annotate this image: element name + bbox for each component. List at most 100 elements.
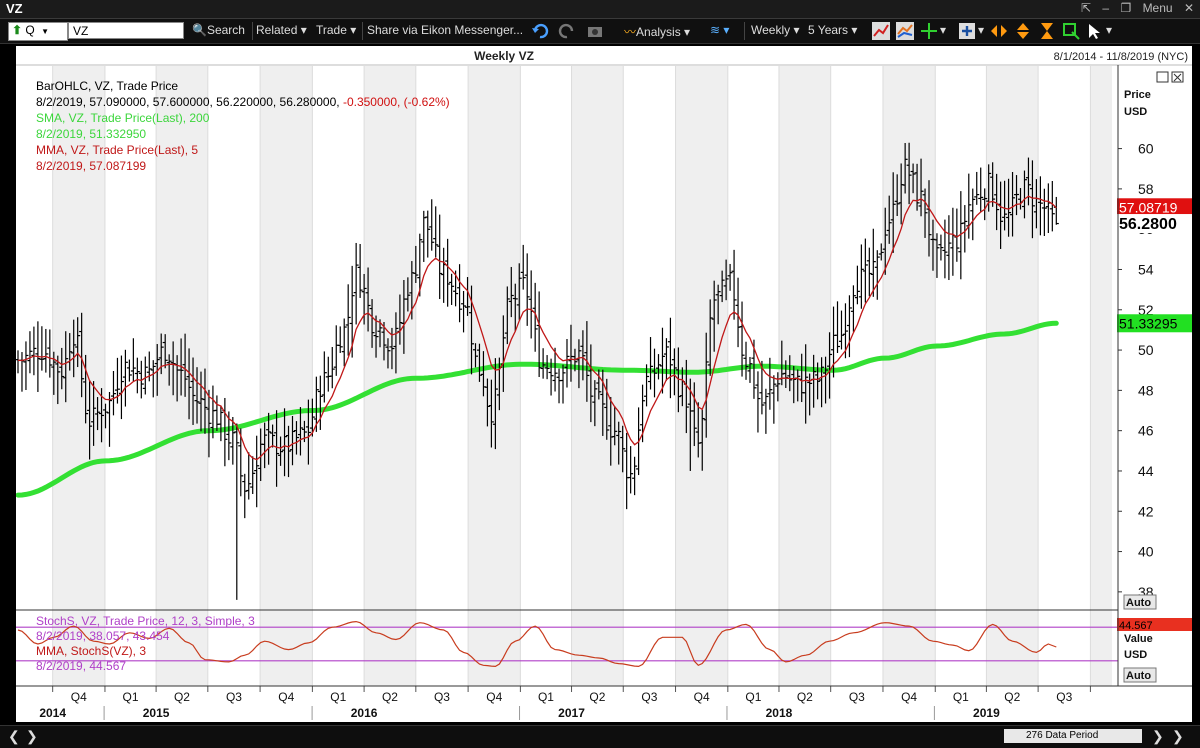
- search-button[interactable]: 🔍Search: [192, 23, 245, 37]
- legend-line: SMA, VZ, Trade Price(Last), 200: [36, 111, 210, 125]
- pointer-icon[interactable]: [1086, 22, 1104, 40]
- quarter-label: Q3: [434, 690, 450, 704]
- menu-button[interactable]: Menu: [1142, 1, 1173, 15]
- scroll-back-fast-icon[interactable]: ❯: [26, 728, 38, 744]
- time-scroll-bar[interactable]: ❮ ❯ 276 Data Period ❯ ❯: [0, 725, 1200, 748]
- legend-line: MMA, StochS(VZ), 3: [36, 644, 146, 658]
- chart-title: Weekly VZ: [474, 49, 534, 63]
- quarter-band: [986, 66, 1039, 686]
- quarter-band: [260, 66, 313, 686]
- quarter-label: Q4: [694, 690, 710, 704]
- quarter-label: Q3: [226, 690, 242, 704]
- compare-chart-icon[interactable]: [896, 22, 914, 40]
- scroll-left-right-icon[interactable]: [990, 22, 1008, 40]
- quarter-band: [675, 66, 728, 686]
- symbol-input[interactable]: VZ: [68, 22, 184, 39]
- minimize-icon[interactable]: –: [1102, 1, 1110, 15]
- pane-controls: [1156, 71, 1184, 83]
- year-label: 2017: [558, 706, 585, 720]
- year-label: 2014: [39, 706, 66, 720]
- quarter-label: Q4: [278, 690, 294, 704]
- camera-icon[interactable]: [586, 22, 604, 40]
- add-pane-icon[interactable]: [958, 22, 976, 40]
- stoch-auto-button[interactable]: [1123, 667, 1157, 683]
- year-label: 2019: [973, 706, 1000, 720]
- toolbar-divider: [362, 22, 363, 40]
- price-auto-label: Auto: [1126, 597, 1151, 609]
- price-tick-label: 54: [1138, 261, 1154, 277]
- chevron-down-icon: ▼: [41, 27, 50, 36]
- trade-menu[interactable]: Trade ▾: [316, 23, 357, 37]
- data-period-box[interactable]: 276 Data Period: [1004, 729, 1142, 743]
- quarter-label: Q3: [849, 690, 865, 704]
- crosshair-dropdown[interactable]: ▾: [940, 23, 947, 37]
- last-sma-tag: 51.33295: [1117, 314, 1192, 333]
- quote-selector[interactable]: ⬆ Q ▼: [8, 22, 68, 41]
- export-icon[interactable]: [1062, 22, 1080, 40]
- stoch-auto-label: Auto: [1126, 670, 1151, 682]
- last-mma-tag: 57.08719: [1117, 198, 1192, 217]
- legend-text: 8/2/2019, 57.090000, 57.600000, 56.22000…: [36, 95, 343, 109]
- close-pane-x: [1173, 73, 1182, 82]
- year-label: 2015: [143, 706, 170, 720]
- chart-svg[interactable]: 384042444648505254565860 Q4Q1Q2Q3Q4Q1Q2Q…: [0, 46, 1192, 722]
- legend-line: 8/2/2019, 57.087199: [36, 159, 146, 173]
- related-menu[interactable]: Related ▾: [256, 23, 307, 37]
- legend-text: BarOHLC, VZ, Trade Price: [36, 79, 178, 93]
- add-pane-dropdown[interactable]: ▾: [978, 23, 985, 37]
- quarter-band: [468, 66, 521, 686]
- window-symbol: VZ: [6, 1, 23, 16]
- title-bar: VZ ⇱ – ❐ Menu ✕: [0, 0, 1200, 19]
- scroll-forward-icon[interactable]: ❯: [1152, 728, 1164, 744]
- price-tick-label: 48: [1138, 382, 1154, 398]
- range-label: 5 Years: [808, 23, 849, 37]
- sma-200-path: [15, 320, 1059, 498]
- interval-menu[interactable]: Weekly ▾: [751, 23, 800, 37]
- quarter-label: Q2: [174, 690, 190, 704]
- data-period-label: 276 Data Period: [1026, 730, 1099, 741]
- scroll-forward-fast-icon[interactable]: ❯: [1172, 728, 1184, 744]
- price-tick-label: 42: [1138, 503, 1154, 519]
- analysis-label: Analysis: [636, 25, 681, 39]
- restore-icon[interactable]: ❐: [1120, 1, 1132, 15]
- crosshair-icon[interactable]: [920, 22, 938, 40]
- legend-line: MMA, VZ, Trade Price(Last), 5: [36, 143, 198, 157]
- scroll-back-icon[interactable]: ❮: [8, 728, 20, 744]
- redo-icon[interactable]: [558, 22, 576, 40]
- price-tick-label: 58: [1138, 181, 1154, 197]
- price-axis-title: Price: [1124, 89, 1151, 101]
- hourglass-icon[interactable]: [1038, 22, 1056, 40]
- chart-area[interactable]: 384042444648505254565860 Q4Q1Q2Q3Q4Q1Q2Q…: [0, 46, 1192, 722]
- analysis-line-icon: 〰: [624, 25, 637, 39]
- legend-line: BarOHLC, VZ, Trade Price: [36, 79, 178, 93]
- quarter-band: [1090, 66, 1112, 686]
- range-menu[interactable]: 5 Years ▾: [808, 23, 858, 37]
- legend-line: StochS, VZ, Trade Price, 12, 3, Simple, …: [36, 614, 255, 628]
- quarter-label: Q4: [901, 690, 917, 704]
- wave-icon[interactable]: ≋ ▾: [710, 23, 730, 37]
- legend-text: 8/2/2019, 51.332950: [36, 127, 146, 141]
- legend-text: MMA, StochS(VZ), 3: [36, 644, 146, 658]
- price-axis-unit: USD: [1124, 106, 1147, 118]
- legend-text: MMA, VZ, Trade Price(Last), 5: [36, 143, 198, 157]
- pin-icon[interactable]: ⇱: [1081, 1, 1092, 15]
- share-button[interactable]: Share via Eikon Messenger...: [367, 23, 524, 37]
- zoom-vertical-icon[interactable]: [1014, 22, 1032, 40]
- quarter-label: Q4: [71, 690, 87, 704]
- mma-5-line: [17, 195, 1057, 461]
- undo-icon[interactable]: [531, 22, 549, 40]
- quarter-bands: [52, 66, 1112, 686]
- price-tick-label: 52: [1138, 302, 1154, 318]
- quarter-label: Q3: [641, 690, 657, 704]
- legend-text: 8/2/2019, 57.087199: [36, 159, 146, 173]
- price-auto-button[interactable]: [1123, 594, 1157, 610]
- legend-line: 8/2/2019, 38.057, 43.454: [36, 629, 170, 643]
- close-icon[interactable]: ✕: [1183, 1, 1194, 15]
- pointer-dropdown[interactable]: ▾: [1106, 23, 1113, 37]
- value-axis-unit: USD: [1124, 649, 1147, 661]
- line-chart-icon[interactable]: [872, 22, 890, 40]
- restore-pane-icon[interactable]: [1156, 71, 1169, 83]
- quarter-label: Q1: [745, 690, 761, 704]
- analysis-menu[interactable]: 〰Analysis ▾: [624, 25, 691, 39]
- quarter-label: Q2: [589, 690, 605, 704]
